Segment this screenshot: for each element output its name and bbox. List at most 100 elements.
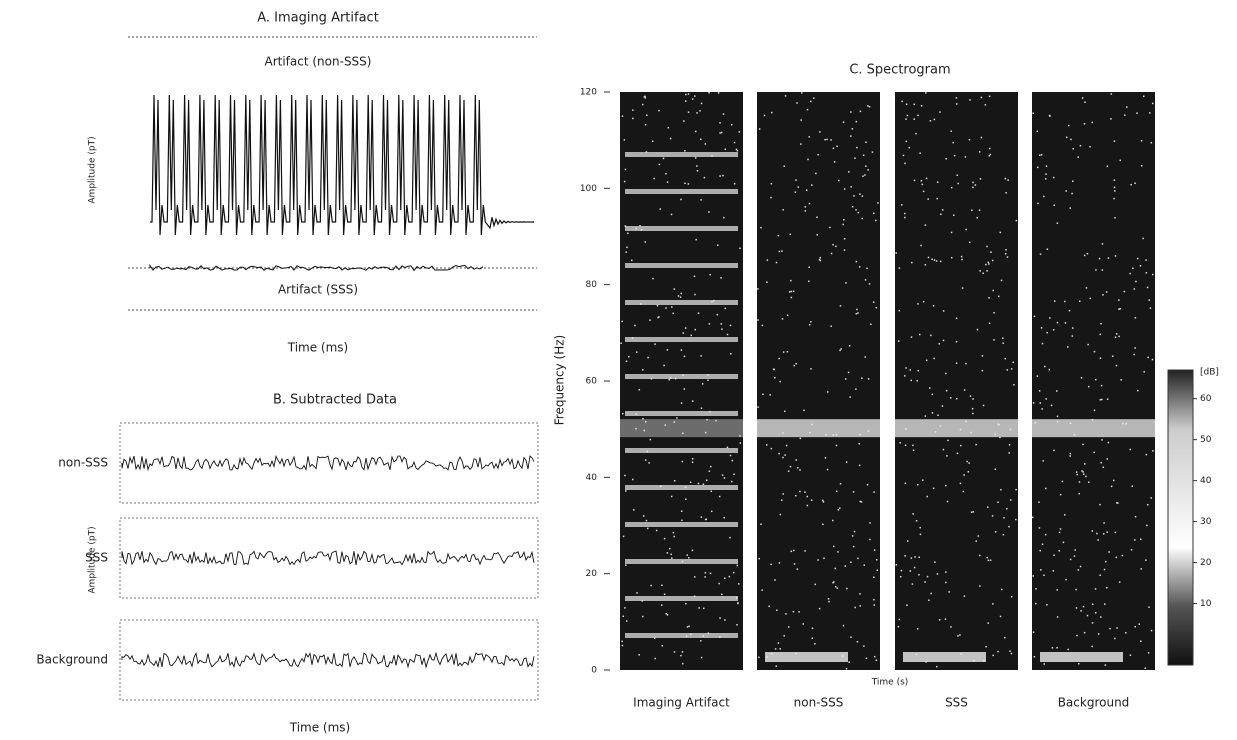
speckle xyxy=(936,573,939,575)
speckle xyxy=(1106,398,1109,400)
speckle xyxy=(786,314,789,317)
speckle xyxy=(758,557,760,560)
speckle xyxy=(774,376,776,379)
speckle xyxy=(1049,317,1051,319)
speckle xyxy=(681,651,684,653)
speckle xyxy=(693,275,696,278)
speckle xyxy=(1121,554,1124,557)
speckle xyxy=(1046,331,1048,334)
speckle xyxy=(694,130,697,133)
speckle xyxy=(1015,219,1018,222)
speckle xyxy=(901,204,903,206)
speckle xyxy=(946,455,948,457)
speckle xyxy=(850,135,852,137)
speckle xyxy=(827,598,830,600)
speckle xyxy=(784,410,786,413)
speckle xyxy=(861,217,863,220)
speckle xyxy=(913,118,915,120)
speckle xyxy=(682,432,684,435)
speckle xyxy=(1032,516,1034,519)
spectrogram xyxy=(620,92,743,670)
speckle xyxy=(942,448,945,451)
speckle xyxy=(651,140,654,143)
speckle xyxy=(1099,503,1101,506)
speckle xyxy=(795,362,797,365)
speckle xyxy=(867,169,869,171)
speckle xyxy=(1056,415,1059,418)
speckle xyxy=(798,611,800,613)
speckle xyxy=(736,149,739,152)
speckle xyxy=(955,362,958,364)
speckle xyxy=(1010,368,1013,370)
speckle xyxy=(1096,532,1098,535)
speckle xyxy=(930,334,932,337)
speckle xyxy=(1124,114,1126,116)
speckle xyxy=(1079,565,1082,568)
speckle xyxy=(823,557,825,560)
speckle xyxy=(987,559,990,562)
speckle xyxy=(719,617,721,619)
colorbar-tick-label: 30 xyxy=(1200,517,1212,527)
speckle xyxy=(950,186,953,189)
speckle xyxy=(987,506,989,508)
speckle xyxy=(918,556,920,559)
speckle xyxy=(981,355,984,357)
speckle xyxy=(644,95,646,98)
speckle xyxy=(963,474,965,476)
speckle xyxy=(1133,288,1136,290)
speckle xyxy=(1058,531,1061,534)
speckle xyxy=(1045,398,1047,400)
speckle xyxy=(1150,141,1153,144)
speckle xyxy=(698,607,700,609)
speckle xyxy=(625,360,628,363)
speckle xyxy=(856,308,858,311)
speckle xyxy=(986,270,988,272)
speckle xyxy=(655,529,658,532)
speckle xyxy=(634,324,636,327)
speckle xyxy=(1071,192,1073,195)
speckle xyxy=(945,571,947,573)
speckle xyxy=(720,323,723,325)
colorbar-tick-label: 60 xyxy=(1200,394,1212,404)
speckle xyxy=(969,395,972,397)
speckle xyxy=(758,656,760,659)
speckle xyxy=(1072,180,1074,182)
speckle xyxy=(778,452,780,455)
speckle xyxy=(708,211,710,213)
speckle xyxy=(988,322,991,324)
y-axis-label: Amplitude (pT) xyxy=(88,526,98,593)
speckle xyxy=(723,477,726,479)
speckle xyxy=(855,120,858,123)
speckle xyxy=(691,549,694,552)
speckle xyxy=(1075,471,1078,473)
speckle xyxy=(867,105,869,107)
speckle xyxy=(817,153,819,156)
band xyxy=(620,419,743,438)
speckle xyxy=(912,513,914,515)
speckle xyxy=(1064,322,1067,324)
speckle xyxy=(789,233,792,236)
speckle xyxy=(1033,656,1036,658)
speckle xyxy=(671,557,673,559)
speckle xyxy=(875,558,878,561)
speckle xyxy=(859,500,862,503)
speckle xyxy=(737,602,739,605)
band xyxy=(1040,652,1123,662)
band xyxy=(625,559,738,564)
speckle xyxy=(994,468,997,471)
speckle xyxy=(1083,631,1086,634)
spectrogram-texture xyxy=(1032,93,1155,669)
speckle xyxy=(1118,299,1120,301)
speckle xyxy=(799,469,801,471)
speckle xyxy=(1115,333,1118,335)
speckle xyxy=(653,177,655,180)
speckle xyxy=(910,557,913,559)
x-axis-label: Time (s) xyxy=(871,678,909,688)
speckle xyxy=(653,637,656,639)
speckle xyxy=(839,507,841,509)
speckle xyxy=(1129,272,1131,275)
speckle xyxy=(960,255,963,258)
speckle xyxy=(906,114,909,117)
colorbar xyxy=(1167,369,1194,666)
panel-a-title: A. Imaging Artifact xyxy=(257,11,379,26)
